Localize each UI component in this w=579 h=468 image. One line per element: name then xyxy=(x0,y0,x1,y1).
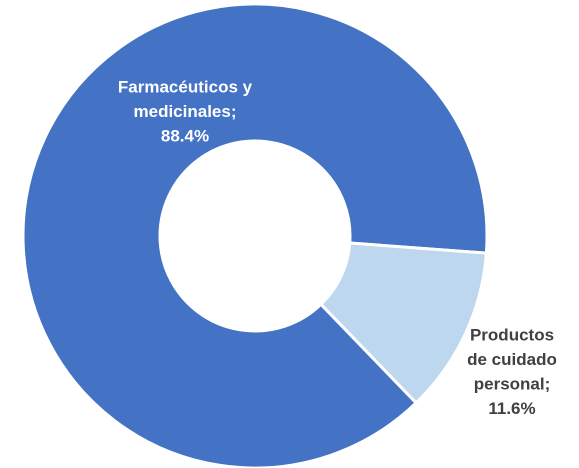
donut-slice xyxy=(318,241,488,406)
data-label: 88.4% xyxy=(161,126,209,145)
data-label: de cuidado xyxy=(467,350,557,369)
donut-slice xyxy=(21,2,489,468)
data-label: personal; xyxy=(474,374,551,393)
data-label: medicinales; xyxy=(134,102,237,121)
data-label: Farmacéuticos y xyxy=(118,77,253,96)
data-label: Productos xyxy=(470,325,554,344)
data-label: 11.6% xyxy=(488,399,535,418)
